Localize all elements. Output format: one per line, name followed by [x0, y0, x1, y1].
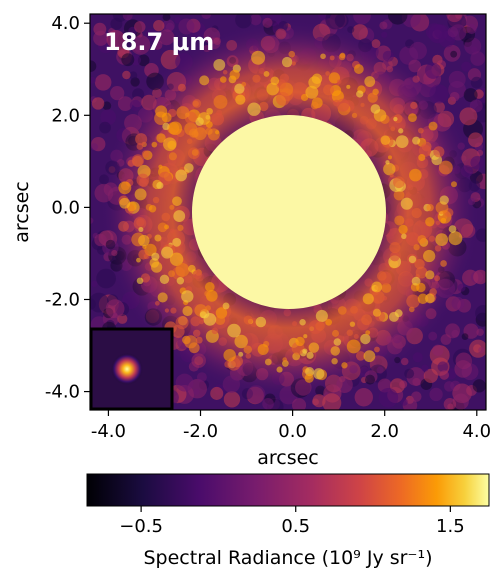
image-panel: 18.7 μm	[89, 13, 487, 411]
occulted-star-disk	[192, 115, 386, 309]
psf-inset	[89, 327, 174, 411]
x-tick-label: 0.0	[278, 421, 307, 442]
colorbar-gradient	[86, 473, 490, 507]
colorbar-tick-label: 0.5	[281, 516, 310, 537]
y-tick-label: 4.0	[51, 13, 80, 34]
x-tick-label: 2.0	[370, 421, 399, 442]
y-axis-label: arcsec	[11, 181, 33, 243]
y-tick-label: 0.0	[51, 197, 80, 218]
y-axis: -4.0 -2.0 0.0 2.0 4.0	[45, 13, 90, 403]
colorbar-tick-label: −0.5	[119, 516, 163, 537]
y-tick-label: -4.0	[45, 382, 80, 403]
colorbar-label: Spectral Radiance (10⁹ Jy sr⁻¹)	[143, 547, 432, 569]
x-tick-label: 4.0	[462, 421, 491, 442]
y-tick-label: -2.0	[45, 289, 80, 310]
colorbar: −0.5 0.5 1.5 Spectral Radiance (10⁹ Jy sr⁻…	[86, 473, 490, 569]
x-axis-label: arcsec	[257, 447, 319, 469]
colorbar-tick-label: 1.5	[436, 516, 465, 537]
wavelength-label: 18.7 μm	[104, 28, 214, 56]
x-tick-label: -4.0	[91, 421, 126, 442]
colorbar-ticks: −0.5 0.5 1.5	[119, 506, 465, 537]
ring-knots	[118, 50, 463, 383]
x-tick-label: -2.0	[183, 421, 218, 442]
x-axis: -4.0 -2.0 0.0 2.0 4.0	[91, 410, 491, 442]
y-tick-label: 2.0	[51, 105, 80, 126]
